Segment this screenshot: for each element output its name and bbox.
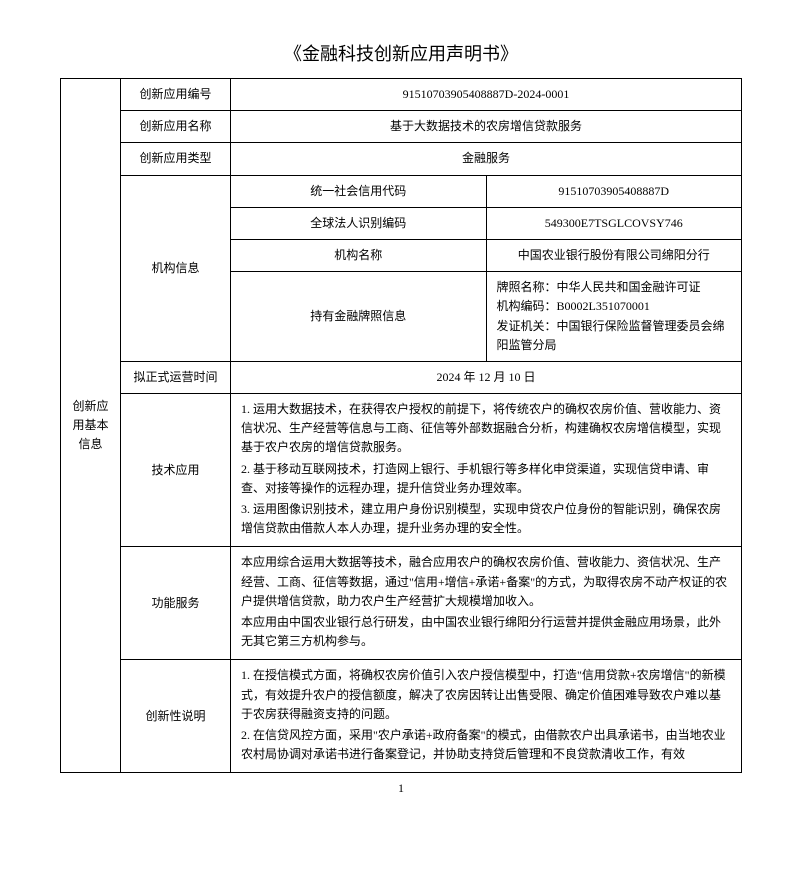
tech-p3: 3. 运用图像识别技术，建立用户身份识别模型，实现申贷农户位身份的智能识别，确保… <box>241 500 731 538</box>
lei-label: 全球法人识别编码 <box>231 207 487 239</box>
app-type-label: 创新应用类型 <box>121 143 231 175</box>
app-id-label: 创新应用编号 <box>121 79 231 111</box>
innov-content: 1. 在授信模式方面，将确权农房价值引入农户授信模型中，打造"信用贷款+农房增信… <box>231 660 742 773</box>
tech-label: 技术应用 <box>121 394 231 547</box>
main-table: 创新应用基本信息 创新应用编号 91510703905408887D-2024-… <box>60 78 742 773</box>
tech-p1: 1. 运用大数据技术，在获得农户授权的前提下，将传统农户的确权农房价值、营收能力… <box>241 400 731 458</box>
func-label: 功能服务 <box>121 547 231 660</box>
app-type-value: 金融服务 <box>231 143 742 175</box>
launch-date-value: 2024 年 12 月 10 日 <box>231 361 742 393</box>
app-name-label: 创新应用名称 <box>121 111 231 143</box>
lei-value: 549300E7TSGLCOVSY746 <box>486 207 742 239</box>
license-value: 牌照名称：中华人民共和国金融许可证 机构编码：B0002L351070001 发… <box>486 272 742 362</box>
license-line-1: 牌照名称：中华人民共和国金融许可证 <box>497 278 732 297</box>
license-label: 持有金融牌照信息 <box>231 272 487 362</box>
app-id-value: 91510703905408887D-2024-0001 <box>231 79 742 111</box>
org-name-label: 机构名称 <box>231 239 487 271</box>
innov-p2: 2. 在信贷风控方面，采用"农户承诺+政府备案"的模式，由借款农户出具承诺书，由… <box>241 726 731 764</box>
innov-label: 创新性说明 <box>121 660 231 773</box>
org-info-label: 机构信息 <box>121 175 231 361</box>
innov-p1: 1. 在授信模式方面，将确权农房价值引入农户授信模型中，打造"信用贷款+农房增信… <box>241 666 731 724</box>
func-content: 本应用综合运用大数据等技术，融合应用农户的确权农房价值、营收能力、资信状况、生产… <box>231 547 742 660</box>
func-p2: 本应用由中国农业银行总行研发，由中国农业银行绵阳分行运营并提供金融应用场景，此外… <box>241 613 731 651</box>
uscc-label: 统一社会信用代码 <box>231 175 487 207</box>
tech-p2: 2. 基于移动互联网技术，打造网上银行、手机银行等多样化申贷渠道，实现信贷申请、… <box>241 460 731 498</box>
func-p1: 本应用综合运用大数据等技术，融合应用农户的确权农房价值、营收能力、资信状况、生产… <box>241 553 731 611</box>
app-name-value: 基于大数据技术的农房增信贷款服务 <box>231 111 742 143</box>
org-name-value: 中国农业银行股份有限公司绵阳分行 <box>486 239 742 271</box>
category-cell: 创新应用基本信息 <box>61 79 121 773</box>
tech-content: 1. 运用大数据技术，在获得农户授权的前提下，将传统农户的确权农房价值、营收能力… <box>231 394 742 547</box>
launch-date-label: 拟正式运营时间 <box>121 361 231 393</box>
license-line-3: 发证机关：中国银行保险监督管理委员会绵阳监管分局 <box>497 317 732 355</box>
uscc-value: 91510703905408887D <box>486 175 742 207</box>
document-title: 《金融科技创新应用声明书》 <box>60 40 742 66</box>
license-line-2: 机构编码：B0002L351070001 <box>497 297 732 316</box>
page-number: 1 <box>60 781 742 796</box>
